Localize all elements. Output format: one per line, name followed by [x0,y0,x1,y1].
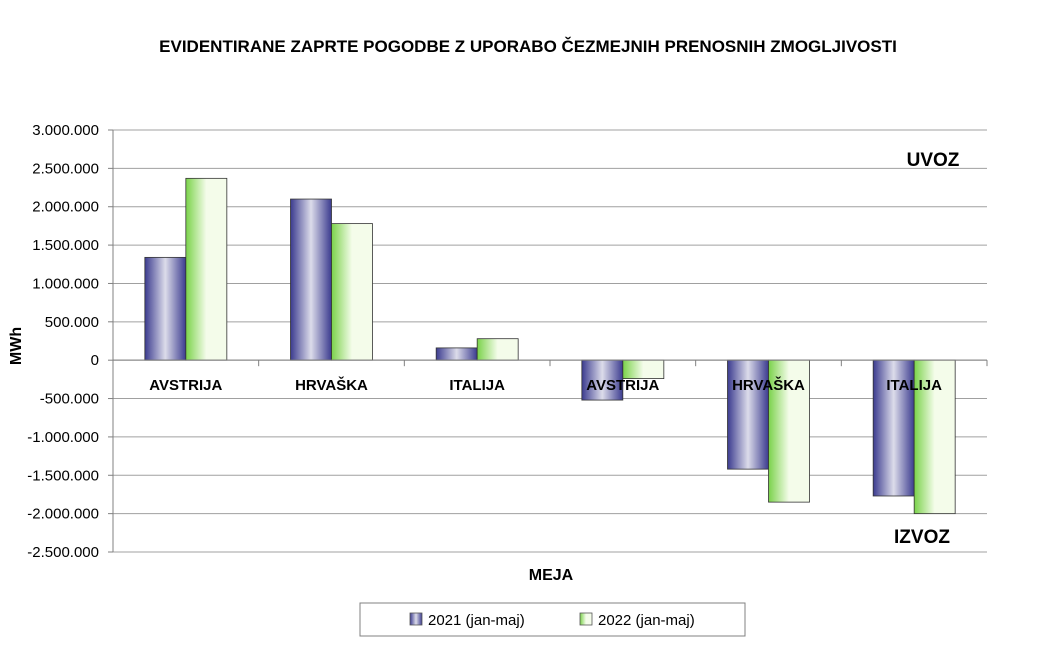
category-label: HRVAŠKA [732,376,805,394]
y-tick-label: 500.000 [45,314,99,331]
bar-series1-hrvaška [727,359,769,470]
y-tick-label: -1.000.000 [27,429,99,446]
y-tick-label: -1.500.000 [27,467,99,484]
legend-label-2021: 2021 (jan-maj) [428,612,525,629]
category-label: ITALIJA [449,377,505,394]
legend-swatch-2021 [409,612,423,626]
x-axis-title: MEJA [529,567,574,584]
y-axis-ticks: 3.000.000 2.500.000 2.000.000 1.500.000 1.00… [27,122,99,561]
legend-frame [359,602,746,637]
y-tick-label: 1.000.000 [32,275,99,292]
category-label: HRVAŠKA [295,376,368,394]
y-tick-label: 3.000.000 [32,122,99,139]
annotation-izvoz: IZVOZ [894,527,950,548]
y-tick-label: 1.500.000 [32,237,99,254]
y-tick-label: 2.000.000 [32,199,99,216]
bar-series1-avstrija [144,256,187,361]
gridlines [108,129,987,553]
chart-title: EVIDENTIRANE ZAPRTE POGODBE Z UPORABO ČE… [159,37,897,56]
y-tick-label: -2.000.000 [27,506,99,523]
axes [112,130,988,552]
legend-swatch-2022 [579,612,593,626]
y-tick-label: 2.500.000 [32,160,99,177]
category-labels: AVSTRIJA HRVAŠKA ITALIJA AVSTRIJA HRVAŠKA ITA… [149,376,942,394]
y-axis-title: MWh [8,327,25,365]
bar-series1-italija [435,347,478,361]
bar-series2-italija [476,338,519,361]
y-tick-label: -500.000 [40,391,99,408]
bars [144,177,956,515]
category-label: ITALIJA [886,377,942,394]
bar-series2-avstrija [185,177,228,361]
annotation-uvoz: UVOZ [907,150,960,171]
y-tick-label: 0 [91,352,99,369]
bar-series1-avstrija [581,359,624,401]
category-label: AVSTRIJA [149,377,222,394]
bar-series2-avstrija [622,359,665,379]
bar-series1-hrvaška [290,198,332,361]
bar-series2-italija [913,359,956,515]
y-tick-label: -2.500.000 [27,544,99,561]
bar-series2-hrvaška [331,223,373,361]
legend: 2021 (jan-maj) 2022 (jan-maj) [359,602,746,637]
legend-label-2022: 2022 (jan-maj) [598,612,695,629]
category-label: AVSTRIJA [586,377,659,394]
